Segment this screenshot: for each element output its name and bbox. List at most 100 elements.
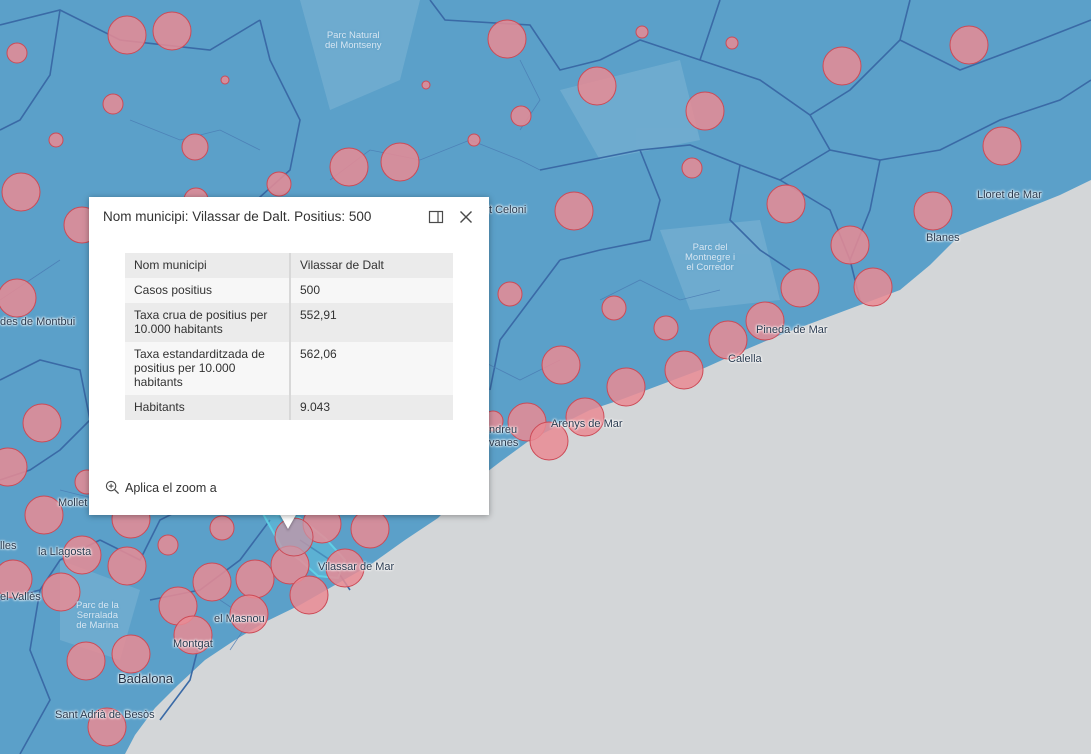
dock-button[interactable] <box>427 208 445 226</box>
table-row: Casos positius 500 <box>125 278 453 303</box>
attribute-value: Vilassar de Dalt <box>300 258 384 272</box>
case-circle[interactable] <box>181 133 209 161</box>
case-circle[interactable] <box>685 91 725 131</box>
case-circle[interactable] <box>541 345 581 385</box>
case-circle[interactable] <box>708 320 748 360</box>
case-circle[interactable] <box>635 25 649 39</box>
case-circle[interactable] <box>48 132 64 148</box>
place-label: Blanes <box>926 232 960 244</box>
park-label-line: Parc de la <box>76 600 119 611</box>
case-circle[interactable] <box>192 562 232 602</box>
place-label: Pineda de Mar <box>756 324 828 336</box>
case-circle[interactable] <box>6 42 28 64</box>
place-label: Calella <box>728 353 762 365</box>
case-circle[interactable] <box>497 281 523 307</box>
case-circle[interactable] <box>350 509 390 549</box>
zoom-to-action[interactable]: Aplica el zoom a <box>105 480 217 495</box>
close-button[interactable] <box>457 208 475 226</box>
feature-popup: Nom municipi: Vilassar de Dalt. Positius… <box>89 197 489 515</box>
park-label: Parc Natural del Montseny <box>325 31 382 51</box>
case-circle[interactable] <box>0 447 28 487</box>
zoom-in-icon <box>105 480 120 495</box>
case-circle[interactable] <box>235 559 275 599</box>
case-circle[interactable] <box>606 367 646 407</box>
case-circle[interactable] <box>107 546 147 586</box>
park-label-line: del Montseny <box>325 40 382 51</box>
case-circle[interactable] <box>229 594 269 634</box>
place-label: Vilassar de Mar <box>318 561 395 573</box>
park-label-line: Parc Natural <box>326 30 380 41</box>
case-circle[interactable] <box>380 142 420 182</box>
case-circle[interactable] <box>601 295 627 321</box>
place-label: ndreu <box>489 424 518 436</box>
park-label: Parc del Montnegre i el Corredor <box>685 243 735 273</box>
attribute-key: Casos positius <box>125 278 291 303</box>
case-circle[interactable] <box>0 559 33 599</box>
case-circle[interactable] <box>87 707 127 747</box>
case-circle[interactable] <box>982 126 1022 166</box>
case-circle[interactable] <box>173 615 213 655</box>
popup-pointer <box>279 513 297 529</box>
case-circle[interactable] <box>577 66 617 106</box>
case-circle[interactable] <box>102 93 124 115</box>
case-circle[interactable] <box>830 225 870 265</box>
case-circle[interactable] <box>725 36 739 50</box>
park-label-line: el Corredor <box>686 262 734 273</box>
place-label: el Masnou <box>214 613 265 625</box>
case-circle[interactable] <box>421 80 431 90</box>
case-circle[interactable] <box>853 267 893 307</box>
case-circle[interactable] <box>822 46 862 86</box>
attribute-value: 9.043 <box>300 400 331 414</box>
place-label: des de Montbui <box>0 316 76 328</box>
case-circle[interactable] <box>111 634 151 674</box>
case-circle[interactable] <box>289 575 329 615</box>
case-circle[interactable] <box>780 268 820 308</box>
place-label: Lloret de Mar <box>977 189 1042 201</box>
case-circle[interactable] <box>329 147 369 187</box>
case-circle[interactable] <box>24 495 64 535</box>
park-label-line: Montnegre i <box>685 252 736 263</box>
attribute-value: 500 <box>300 283 321 297</box>
case-circle[interactable] <box>681 157 703 179</box>
park-label: Parc de la Serralada de Marina <box>76 601 119 631</box>
case-circle[interactable] <box>529 421 569 461</box>
dock-icon <box>428 210 444 224</box>
case-circle[interactable] <box>62 535 102 575</box>
place-label: el Vallès <box>0 591 41 603</box>
case-circle[interactable] <box>487 19 527 59</box>
case-circle[interactable] <box>745 301 785 341</box>
case-circle[interactable] <box>510 105 532 127</box>
case-circle[interactable] <box>565 397 605 437</box>
park-label-line: de Marina <box>76 620 119 631</box>
zoom-label: Aplica el zoom a <box>125 480 217 495</box>
case-circle[interactable] <box>22 403 62 443</box>
case-circle[interactable] <box>325 548 365 588</box>
case-circle[interactable] <box>0 278 37 318</box>
case-circle[interactable] <box>467 133 481 147</box>
case-circles-layer[interactable] <box>0 11 1022 747</box>
place-label: t Celoni <box>489 204 527 216</box>
case-circle[interactable] <box>209 515 235 541</box>
case-circle[interactable] <box>554 191 594 231</box>
case-circle[interactable] <box>157 534 179 556</box>
case-circle[interactable] <box>653 315 679 341</box>
case-circle[interactable] <box>220 75 230 85</box>
case-circle[interactable] <box>766 184 806 224</box>
case-circle[interactable] <box>266 171 292 197</box>
case-circle[interactable] <box>41 572 81 612</box>
case-circle[interactable] <box>107 15 147 55</box>
case-circle[interactable] <box>913 191 953 231</box>
park-label-line: Serralada <box>76 610 118 621</box>
place-label: vanes <box>489 437 519 449</box>
close-icon <box>460 211 472 223</box>
attribute-key: Taxa crua de positius per 10.000 habitan… <box>125 303 291 342</box>
table-row: Taxa estandarditzada de positius per 10.… <box>125 342 453 395</box>
attribute-value: 552,91 <box>300 308 337 322</box>
case-circle[interactable] <box>949 25 989 65</box>
case-circle[interactable] <box>1 172 41 212</box>
place-label: lles <box>0 540 17 552</box>
case-circle[interactable] <box>66 641 106 681</box>
case-circle[interactable] <box>664 350 704 390</box>
case-circle[interactable] <box>152 11 192 51</box>
